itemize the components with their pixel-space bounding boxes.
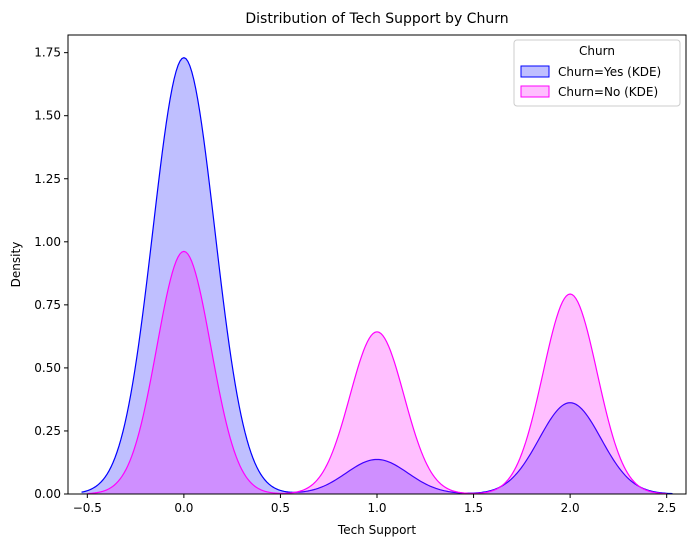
- y-axis-label: Density: [9, 242, 23, 288]
- x-tick-label: 2.0: [561, 501, 580, 515]
- x-axis-label: Tech Support: [337, 523, 416, 537]
- x-tick-label: 1.5: [464, 501, 483, 515]
- legend-swatch: [520, 65, 550, 78]
- x-tick-label: −0.5: [73, 501, 102, 515]
- series-area-0: [81, 57, 673, 494]
- y-axis: 0.00 0.25 0.50 0.75 1.00 1.25 1.50 1.75: [34, 46, 68, 501]
- x-tick-label: 2.5: [657, 501, 676, 515]
- series-layer: [81, 57, 673, 495]
- y-tick-label: 1.75: [34, 46, 61, 60]
- y-tick-label: 0.50: [34, 361, 61, 375]
- y-tick-label: 1.25: [34, 172, 61, 186]
- legend-label: Churn=No (KDE): [558, 85, 658, 99]
- legend-entries: Churn=Yes (KDE) Churn=No (KDE): [520, 65, 661, 99]
- series-area-1: [87, 251, 667, 494]
- legend: Churn Churn=Yes (KDE) Churn=No (KDE): [513, 39, 681, 107]
- y-tick-label: 0.00: [34, 487, 61, 501]
- legend-label: Churn=Yes (KDE): [558, 65, 661, 79]
- series-line-1: [87, 250, 667, 495]
- series-line-0: [81, 57, 673, 495]
- legend-swatch: [520, 85, 550, 98]
- x-axis: −0.5 0.0 0.5 1.0 1.5 2.0 2.5: [73, 494, 676, 515]
- legend-box: [513, 39, 681, 107]
- y-tick-label: 0.75: [34, 298, 61, 312]
- y-tick-label: 1.00: [34, 235, 61, 249]
- y-tick-label: 0.25: [34, 424, 61, 438]
- x-tick-label: 0.5: [271, 501, 290, 515]
- legend-title: Churn: [579, 44, 615, 58]
- y-tick-label: 1.50: [34, 109, 61, 123]
- x-tick-label: 1.0: [367, 501, 386, 515]
- x-tick-label: 0.0: [174, 501, 193, 515]
- chart-title: Distribution of Tech Support by Churn: [245, 11, 508, 27]
